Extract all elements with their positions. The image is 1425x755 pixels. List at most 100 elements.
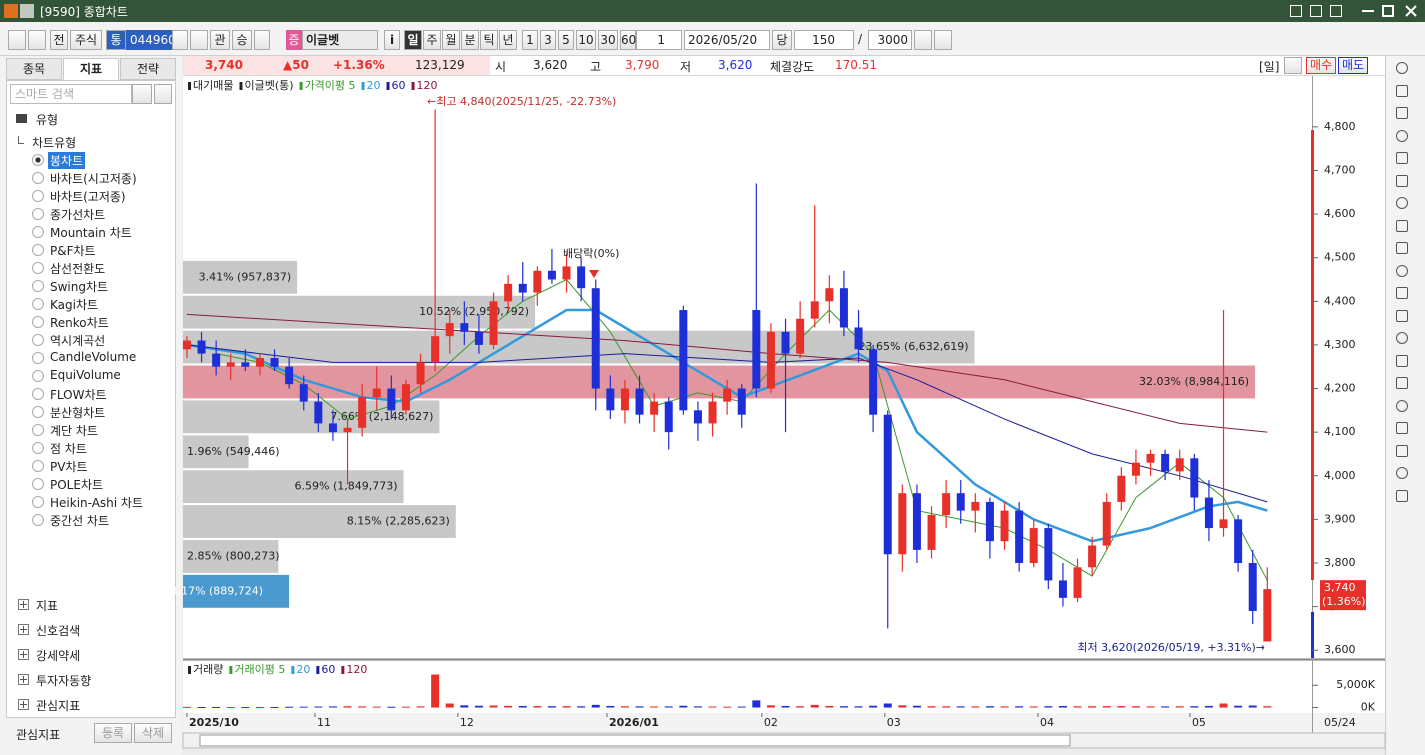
settings-button[interactable] [934, 30, 952, 50]
chart-type[interactable]: 중간선 차트 [50, 514, 110, 528]
radio[interactable] [32, 352, 44, 364]
tool-icon[interactable] [1396, 377, 1408, 389]
help-icon[interactable] [20, 4, 34, 18]
tool-icon[interactable] [1396, 129, 1408, 142]
radio[interactable] [32, 244, 44, 256]
tool-icon[interactable] [1396, 197, 1408, 209]
panel-tab[interactable]: 전략 [120, 58, 176, 80]
period-button[interactable]: 월 [442, 30, 460, 50]
sort-button[interactable]: 승 [232, 30, 252, 50]
radio[interactable] [32, 334, 44, 346]
tool-icon[interactable] [1396, 489, 1408, 502]
chart-type[interactable]: 삼선전환도 [50, 262, 106, 276]
radio[interactable] [32, 388, 44, 400]
period-button[interactable]: 주 [423, 30, 441, 50]
period-button[interactable]: 틱 [480, 30, 498, 50]
chart-type[interactable]: 종가선차트 [50, 208, 106, 222]
expand-box[interactable] [18, 674, 29, 685]
market-button[interactable]: 주식 [70, 30, 102, 50]
section[interactable]: 관심지표 [36, 699, 81, 713]
expand-box[interactable] [18, 649, 29, 660]
maximize[interactable] [1382, 5, 1394, 17]
display-count[interactable]: 150 [794, 30, 854, 50]
tool-icon[interactable] [1396, 84, 1408, 97]
tool-icon[interactable] [1396, 309, 1408, 322]
radio[interactable] [32, 370, 44, 382]
period-button[interactable]: 일 [404, 30, 422, 50]
stock-name[interactable]: 이글벳 [302, 30, 378, 50]
unit-button[interactable]: 60 [620, 30, 636, 50]
chart-type[interactable]: 바차트(고저종) [50, 190, 126, 204]
radio[interactable] [32, 172, 44, 184]
radio[interactable] [32, 190, 44, 202]
buy-button[interactable]: 매수 [1306, 57, 1336, 74]
radio[interactable] [32, 226, 44, 238]
zoom-button[interactable] [914, 30, 932, 50]
chart-type[interactable]: Kagi차트 [50, 298, 99, 312]
chart-type[interactable]: 역시계곡선 [50, 334, 106, 348]
code-dropdown[interactable] [172, 30, 188, 50]
tool-icon[interactable] [1396, 332, 1408, 344]
panel-tab[interactable]: 종목 [6, 58, 62, 80]
tool-icon[interactable] [1396, 107, 1408, 119]
next-button[interactable] [28, 30, 46, 50]
radio[interactable] [32, 298, 44, 310]
footer-button[interactable]: 삭제 [134, 723, 172, 743]
chart-type[interactable]: 봉차트 [48, 152, 86, 169]
close[interactable] [1404, 4, 1418, 18]
search-box[interactable]: 스마트 검색 [10, 84, 132, 104]
section[interactable]: 지표 [36, 599, 59, 613]
chart-type[interactable]: 계단 차트 [50, 424, 98, 438]
footer-button[interactable]: 등록 [94, 723, 132, 743]
chart-type[interactable]: FLOW차트 [50, 388, 107, 402]
unit-button[interactable]: 1 [522, 30, 538, 50]
tool-icon[interactable] [1396, 264, 1408, 277]
radio[interactable] [32, 406, 44, 418]
chart-type[interactable]: 바차트(시고저종) [50, 172, 137, 186]
chart-type[interactable]: EquiVolume [50, 368, 121, 382]
day-button[interactable]: 당 [772, 30, 792, 50]
chart-type[interactable]: 분산형차트 [50, 406, 106, 420]
tool-icon[interactable] [1396, 354, 1408, 367]
section[interactable]: 강세약세 [36, 649, 81, 663]
window-button[interactable] [1310, 5, 1322, 17]
date-input[interactable]: 2026/05/20 [684, 30, 770, 50]
radio[interactable] [32, 478, 44, 490]
chart-type[interactable]: PV차트 [50, 460, 88, 474]
period-button[interactable]: 년 [499, 30, 517, 50]
unit-button[interactable]: 3 [540, 30, 556, 50]
radio[interactable] [32, 208, 44, 220]
tool-icon[interactable] [1396, 422, 1408, 434]
total-count[interactable]: 3000 [868, 30, 912, 50]
radio[interactable] [32, 424, 44, 436]
chart-type[interactable]: POLE차트 [50, 478, 104, 492]
expand-box[interactable] [18, 599, 29, 610]
tool-icon[interactable] [1396, 174, 1408, 187]
spin-button[interactable] [254, 30, 270, 50]
chart-type[interactable]: Renko차트 [50, 316, 109, 330]
tool-icon[interactable] [1396, 242, 1408, 254]
window-button[interactable] [1330, 5, 1342, 17]
search-button[interactable] [190, 30, 208, 50]
section[interactable]: 투자자동향 [36, 674, 92, 688]
unit-button[interactable]: 5 [558, 30, 574, 50]
info-button[interactable]: i [384, 30, 400, 50]
market-button[interactable]: 통 [106, 30, 126, 50]
tool-icon[interactable] [1396, 399, 1408, 412]
tool-icon[interactable] [1396, 62, 1408, 74]
tool-icon[interactable] [1396, 444, 1408, 457]
radio[interactable] [32, 154, 44, 166]
radio[interactable] [32, 316, 44, 328]
settings-button[interactable] [1284, 57, 1302, 74]
window-button[interactable] [1290, 5, 1302, 17]
mode-button[interactable]: 관 [210, 30, 230, 50]
count-select[interactable]: 1 [636, 30, 682, 50]
expand-box[interactable] [18, 624, 29, 635]
radio[interactable] [32, 442, 44, 454]
chart-type[interactable]: 점 차트 [50, 442, 87, 456]
tool-icon[interactable] [1396, 287, 1408, 299]
chart-type[interactable]: Heikin-Ashi 차트 [50, 496, 143, 510]
expand-box[interactable] [18, 699, 29, 710]
chart-type[interactable]: CandleVolume [50, 350, 137, 364]
radio[interactable] [32, 460, 44, 472]
